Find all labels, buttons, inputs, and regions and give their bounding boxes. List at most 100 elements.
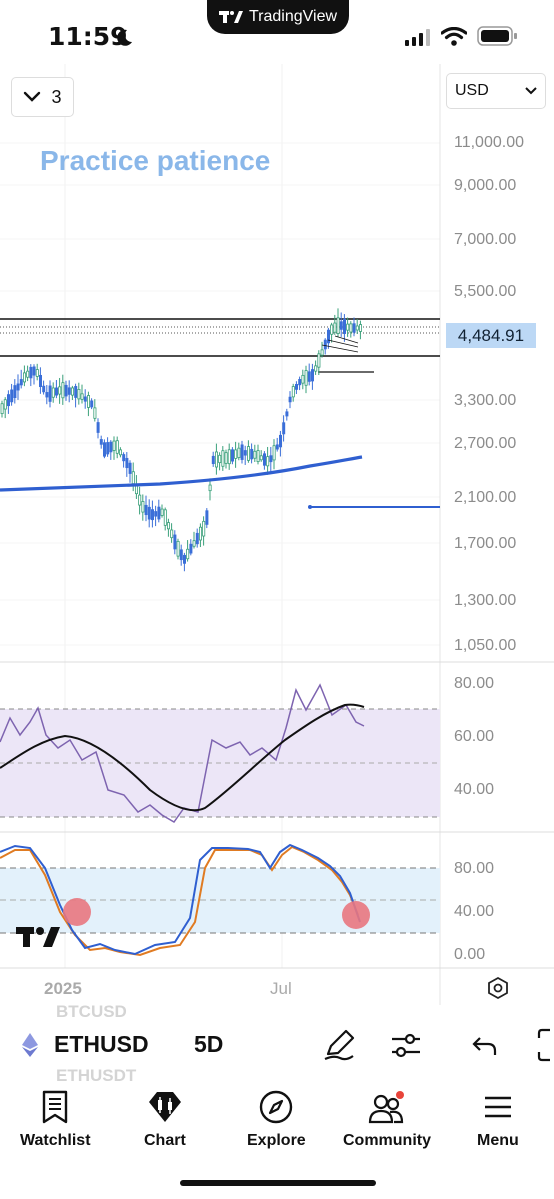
- battery-icon: [477, 26, 517, 46]
- moving-average-line: [0, 455, 363, 492]
- candle-body: [3, 399, 7, 410]
- tab-explore[interactable]: Explore: [247, 1090, 306, 1150]
- currency-value: USD: [455, 82, 489, 99]
- symbol-ghost-next: ETHUSDT: [56, 1066, 137, 1085]
- hamburger-menu-icon: [484, 1096, 511, 1118]
- candle-body: [304, 370, 308, 386]
- fullscreen-icon[interactable]: [536, 1028, 554, 1062]
- candle-body: [80, 393, 84, 400]
- candle-body: [282, 422, 286, 435]
- tab-label: Watchlist: [20, 1132, 91, 1149]
- tab-watchlist[interactable]: Watchlist: [20, 1090, 91, 1150]
- indicators-sliders-icon[interactable]: [390, 1030, 422, 1060]
- candle-body: [147, 506, 151, 520]
- candle-body: [240, 444, 244, 460]
- price-axis-label: 2,700.00: [454, 435, 517, 452]
- candle-body: [214, 451, 218, 468]
- candle-body: [109, 441, 113, 453]
- candle-body: [71, 387, 75, 396]
- currency-select[interactable]: USD: [446, 73, 546, 109]
- stoch-axis-label: 40.00: [454, 903, 495, 920]
- stoch-axis-label: 80.00: [454, 860, 495, 877]
- chart-text-annotation[interactable]: Practice patience: [40, 145, 271, 176]
- compass-icon: [260, 1090, 293, 1124]
- candle-body: [298, 379, 302, 386]
- candle-body: [314, 365, 318, 372]
- tab-community[interactable]: Community: [343, 1090, 431, 1150]
- tradingview-watermark-logo: [16, 927, 60, 947]
- candle-body: [182, 554, 186, 564]
- last-price-label: 4,484.91: [446, 323, 536, 348]
- symbol-button[interactable]: ETHUSD: [54, 1031, 149, 1057]
- timeframe-button[interactable]: 5D: [194, 1031, 224, 1057]
- candle-body: [170, 529, 174, 539]
- candle-body: [291, 386, 295, 398]
- candle-body: [198, 526, 202, 541]
- candle-body: [208, 484, 212, 492]
- candle-body: [32, 366, 36, 376]
- symbol-ghost-prev: BTCUSD: [56, 1002, 127, 1021]
- candle-body: [326, 329, 330, 344]
- rsi-signal-line: [0, 703, 365, 812]
- candle-body: [112, 440, 116, 451]
- time-axis-label: 2025: [44, 979, 82, 998]
- candle-body: [205, 510, 209, 525]
- candle-body: [250, 448, 254, 460]
- candle-body: [317, 353, 321, 368]
- candle-body: [35, 369, 39, 377]
- candle-body: [221, 450, 225, 467]
- candle-body: [160, 508, 164, 516]
- interval-value: 3: [51, 86, 62, 107]
- interval-dropdown-button[interactable]: 3: [11, 77, 74, 117]
- candle-body: [346, 323, 350, 331]
- undo-icon[interactable]: [472, 1034, 498, 1058]
- wifi-icon: [441, 27, 467, 46]
- price-axis-label: 5,500.00: [454, 283, 517, 300]
- candle-body: [339, 321, 343, 330]
- candle-body: [131, 471, 135, 485]
- candle-body: [103, 442, 107, 457]
- candle-body: [55, 387, 59, 396]
- tradingview-logo-icon: [218, 11, 243, 23]
- cellular-signal-icon: [405, 29, 430, 46]
- candle-body: [87, 395, 91, 408]
- candle-body: [150, 509, 154, 521]
- tab-chart[interactable]: Chart: [144, 1090, 186, 1150]
- rsi-axis-label: 80.00: [454, 675, 495, 692]
- rsi-axis-label: 40.00: [454, 781, 495, 798]
- drawing-pen-icon[interactable]: [322, 1028, 356, 1062]
- candle-body: [333, 322, 337, 333]
- tab-label: Chart: [144, 1132, 186, 1149]
- candle-body: [45, 392, 49, 398]
- chart-canvas[interactable]: [0, 64, 554, 1010]
- candle-body: [74, 386, 78, 398]
- tab-label: Community: [343, 1132, 431, 1149]
- candle-body: [192, 540, 196, 547]
- tab-menu[interactable]: Menu: [477, 1090, 519, 1150]
- time-axis-label: Jul: [270, 979, 292, 998]
- candle-body: [262, 453, 266, 466]
- candle-body: [237, 447, 241, 458]
- chart-settings-hexagon-icon[interactable]: [486, 976, 510, 1000]
- price-axis-label: 1,700.00: [454, 535, 517, 552]
- candle-body: [285, 411, 289, 417]
- candle-body: [166, 522, 170, 530]
- candle-body: [90, 400, 94, 408]
- candle-body: [93, 407, 97, 419]
- candle-body: [355, 325, 359, 331]
- candle-body: [301, 374, 305, 384]
- price-axis-label: 1,050.00: [454, 637, 517, 654]
- candle-body: [67, 387, 71, 395]
- candle-body: [77, 389, 81, 400]
- candle-body: [259, 455, 263, 461]
- candle-body: [349, 323, 353, 333]
- candle-body: [42, 385, 46, 393]
- candle-body: [234, 449, 238, 459]
- chart-tab-icon: [148, 1092, 181, 1122]
- candle-body: [0, 403, 4, 415]
- candle-body: [157, 506, 161, 520]
- candle-body: [173, 534, 177, 550]
- rsi-axis-label: 60.00: [454, 728, 495, 745]
- candle-body: [330, 324, 334, 335]
- status-time: 11:59: [48, 22, 128, 51]
